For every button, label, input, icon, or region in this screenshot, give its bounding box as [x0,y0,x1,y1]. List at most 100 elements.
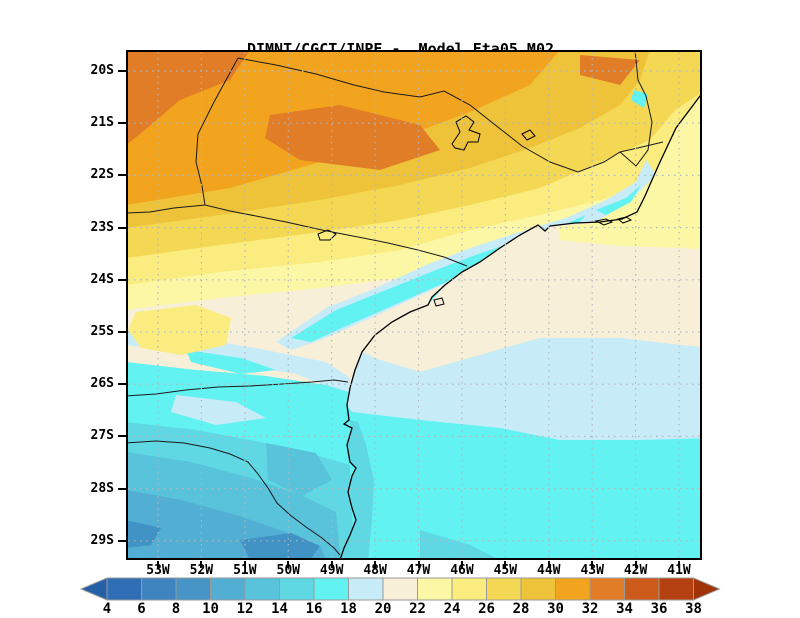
south-pale-patch-18-20 [171,395,266,425]
state-border-rj-es [619,141,664,153]
lat-tick-label: 20S [90,63,114,78]
state-border-parana-river [195,57,468,267]
lon-tick-label: 49W [319,563,344,578]
lon-tick-mark [547,561,550,568]
lat-tick-mark [118,331,126,333]
colorbar-cell [658,577,694,601]
state-borders [126,50,664,556]
lon-tick-mark [678,561,681,568]
lon-tick-mark [460,561,463,568]
ocean-warm-strip-22-24 [558,82,702,250]
colorbar-tick-label: 16 [305,601,323,617]
gridlines [128,52,700,558]
colorbar-cell [486,577,522,601]
lat-tick-label: 25S [90,324,114,339]
lon-tick-mark [287,561,290,568]
lon-tick-mark [591,561,594,568]
lat-tick-mark [118,174,126,177]
lon-tick-label: 42W [623,563,648,578]
lon-tick-mark [200,561,203,568]
lon-tick-label: 52W [189,563,214,578]
land-temperature-field [126,50,702,560]
lon-tick-label: 51W [233,563,257,578]
lat-tick-mark [118,278,126,281]
colorbar-tick-label: 6 [137,601,146,617]
lat-tick-label: 28S [90,480,114,496]
colorbar-cell [210,577,246,601]
colorbar-left-arrow [79,577,108,601]
lon-tick-label: 50W [276,563,300,578]
parana-warm-patch-24-26 [128,305,231,355]
lat-tick-label: 23S [90,219,114,235]
colorbar-cell [141,577,177,601]
south-coldspot-8-10 [240,533,320,560]
sc-highland-patch-12-14 [266,443,332,496]
ocean-band-20-22 [362,212,702,372]
lon-tick-label: 48W [363,563,387,578]
colorbar-cell [555,577,591,601]
lon-tick-label: 47W [406,563,431,578]
map-frame [126,50,702,560]
lon-tick-label: 45W [493,563,518,578]
colorbar-cell [382,577,418,601]
colorbar-cell [279,577,315,601]
lon-tick-mark [243,561,246,568]
colorbar [79,577,721,601]
serra-cold-streak-16-18 [596,185,641,215]
lat-tick-mark [118,226,126,229]
lon-tick-mark [634,561,637,568]
lon-tick-mark [157,561,159,568]
colorbar-cell [348,577,384,601]
colorbar-tick-label: 12 [236,601,254,617]
colorbar-tick-label: 4 [102,601,112,617]
lat-tick-label: 22S [90,167,114,183]
land-cool-patch-16-18 [186,350,276,374]
colorbar-cell [313,577,349,601]
ocean-cool-wedge-14-16 [420,530,500,560]
colorbar-cell [106,577,142,601]
colorbar-tick-label: 28 [512,601,530,617]
colorbar-tick-label: 18 [340,601,357,617]
land-hotspot-32-34 [580,55,640,85]
colorbar-tick-label: 32 [581,601,599,617]
reservoir-outline [521,129,536,141]
colorbar-tick-label: 8 [171,601,181,617]
lat-tick-mark [118,122,126,125]
lon-tick-mark [504,561,507,568]
lon-tick-label: 44W [537,563,561,578]
coastal-lagoon [594,218,614,226]
lon-tick-mark [330,561,333,568]
colorbar-cell [624,577,660,601]
state-border-west [126,204,206,214]
colorbar-tick-label: 22 [409,601,426,617]
state-border-pr-sc [126,379,349,397]
lat-tick-mark [118,383,126,386]
colorbar-right-arrow [693,577,721,601]
colorbar-tick-label: 38 [685,601,702,617]
state-border-sc-rs [126,440,341,556]
colorbar-tick-label: 20 [374,601,392,617]
lat-tick-label: 26S [90,376,114,392]
colorbar-tick-label: 34 [616,601,633,617]
lon-tick-label: 43W [580,563,604,578]
temperature-map [126,50,702,560]
lon-tick-label: 53W [146,563,170,578]
nearshore-strip-14-16 [340,420,374,560]
island-outline [433,297,445,307]
colorbar-tick-label: 36 [650,601,668,617]
colorbar-tick-label: 14 [271,601,288,617]
coastline [339,92,702,560]
lat-tick-mark [118,70,126,72]
colorbar-tick-label: 10 [202,601,219,617]
colorbar-cell [589,577,625,601]
colorbar-cell [451,577,487,601]
colorbar-cell [520,577,556,601]
land-hotspot-32-34 [126,50,250,145]
lat-tick-label: 29S [90,532,114,548]
lon-tick-mark [374,561,377,568]
lat-tick-label: 21S [90,115,114,131]
lat-tick-mark [118,539,126,542]
colorbar-tick-label: 24 [443,601,461,617]
lat-tick-label: 27S [90,428,114,444]
